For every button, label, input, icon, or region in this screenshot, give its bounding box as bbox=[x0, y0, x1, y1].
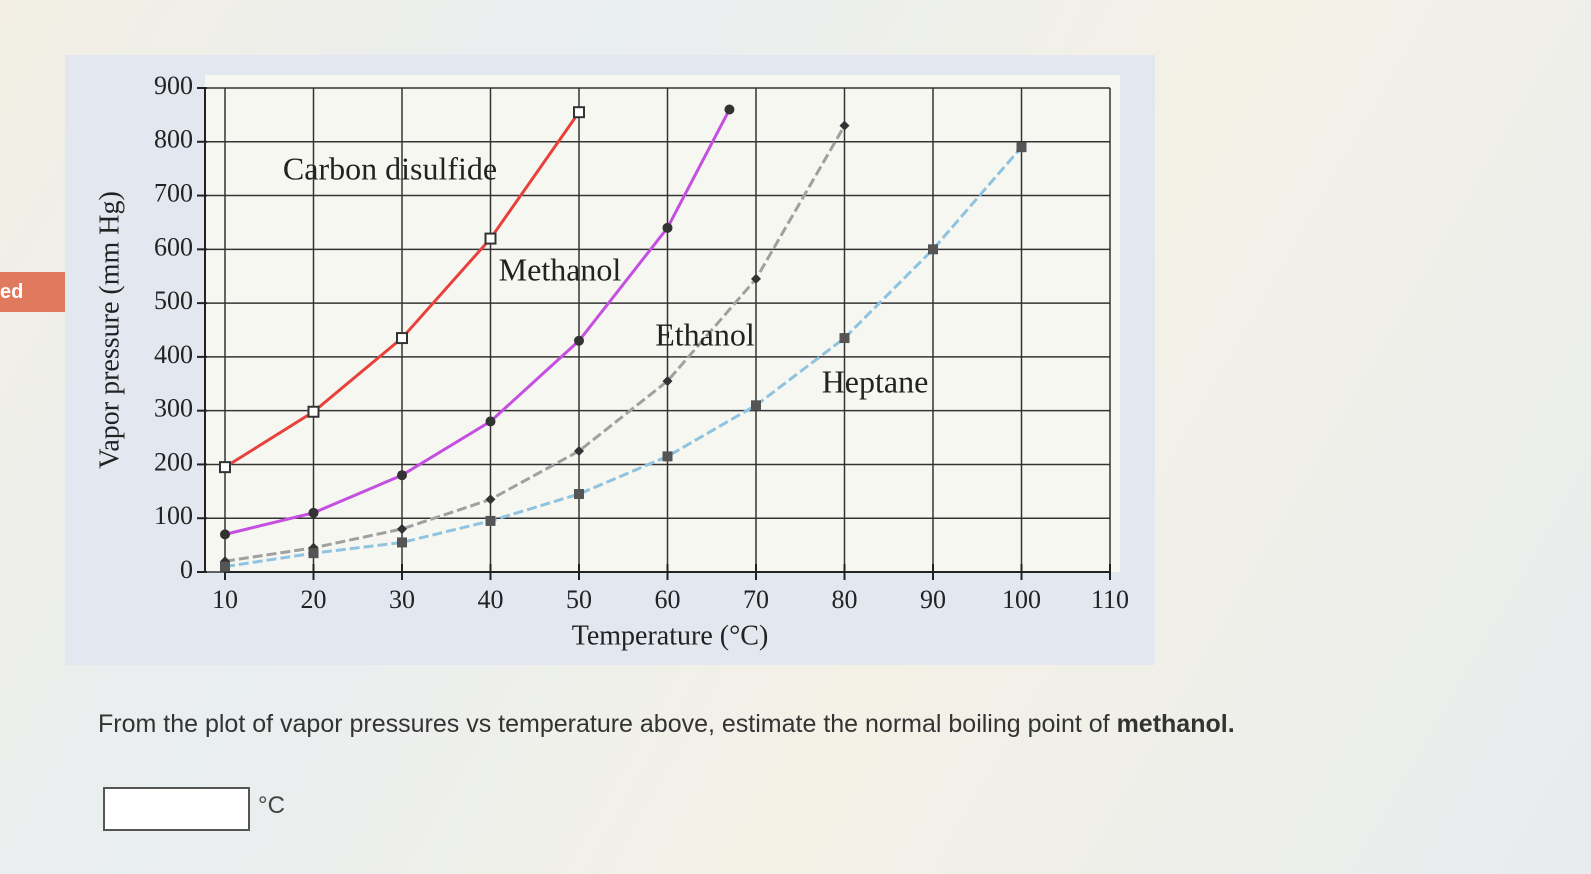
y-tick-label: 500 bbox=[154, 286, 193, 315]
y-tick-label: 900 bbox=[154, 71, 193, 100]
series-label: Ethanol bbox=[655, 316, 755, 352]
y-tick-label: 200 bbox=[154, 447, 193, 476]
x-tick-label: 110 bbox=[1091, 585, 1129, 614]
point bbox=[574, 335, 584, 346]
y-tick-label: 800 bbox=[154, 125, 193, 154]
point bbox=[839, 333, 850, 344]
point bbox=[220, 561, 230, 572]
point bbox=[574, 489, 584, 500]
point bbox=[573, 106, 585, 119]
x-axis-label: Temperature (°C) bbox=[572, 620, 769, 651]
point bbox=[574, 446, 584, 456]
point bbox=[751, 400, 761, 411]
point bbox=[397, 523, 407, 534]
point bbox=[928, 244, 938, 255]
x-tick-label: 60 bbox=[655, 585, 681, 614]
point bbox=[751, 273, 761, 284]
question-emphasis: methanol. bbox=[1116, 710, 1235, 738]
point bbox=[219, 461, 231, 474]
series-label: Methanol bbox=[499, 251, 622, 287]
y-tick-label: 600 bbox=[154, 232, 193, 261]
y-tick-label: 100 bbox=[154, 501, 193, 530]
x-tick-label: 20 bbox=[301, 585, 327, 614]
x-tick-label: 40 bbox=[478, 585, 504, 614]
answer-unit: °C bbox=[258, 792, 285, 819]
point bbox=[307, 405, 320, 418]
point bbox=[220, 529, 230, 540]
point bbox=[839, 120, 850, 131]
point bbox=[397, 537, 407, 548]
point bbox=[662, 451, 673, 462]
y-tick-label: 400 bbox=[154, 340, 193, 369]
answer-input[interactable] bbox=[103, 787, 250, 831]
x-tick-label: 90 bbox=[920, 585, 946, 614]
point bbox=[485, 494, 496, 505]
y-tick-label: 0 bbox=[180, 555, 193, 584]
point bbox=[308, 548, 319, 559]
series-line bbox=[224, 124, 846, 563]
plot-area bbox=[205, 75, 1120, 572]
x-tick-label: 10 bbox=[212, 585, 238, 614]
x-tick-label: 80 bbox=[832, 585, 858, 614]
series-label: Heptane bbox=[822, 363, 929, 399]
point bbox=[1016, 142, 1027, 153]
x-tick-label: 70 bbox=[743, 585, 769, 614]
y-axis-label: Vapor pressure (mm Hg) bbox=[94, 191, 125, 469]
point bbox=[485, 416, 496, 427]
point bbox=[662, 222, 673, 233]
y-tick-label: 700 bbox=[154, 179, 193, 208]
series-label: Carbon disulfide bbox=[283, 150, 497, 186]
question: From the plot of vapor pressures vs temp… bbox=[98, 710, 1235, 739]
point bbox=[397, 470, 407, 481]
point bbox=[485, 515, 496, 526]
question-text: From the plot of vapor pressures vs temp… bbox=[98, 710, 1117, 738]
chart: Temperature (°C) Vapor pressure (mm Hg) … bbox=[65, 55, 1155, 665]
point bbox=[724, 104, 735, 115]
x-tick-label: 30 bbox=[389, 585, 415, 614]
x-tick-label: 100 bbox=[1002, 585, 1041, 614]
point bbox=[396, 332, 408, 345]
series-line bbox=[224, 146, 1023, 569]
y-tick-label: 300 bbox=[154, 394, 193, 423]
point bbox=[308, 507, 319, 518]
point bbox=[662, 376, 673, 387]
point bbox=[484, 232, 497, 245]
x-tick-label: 50 bbox=[566, 585, 592, 614]
